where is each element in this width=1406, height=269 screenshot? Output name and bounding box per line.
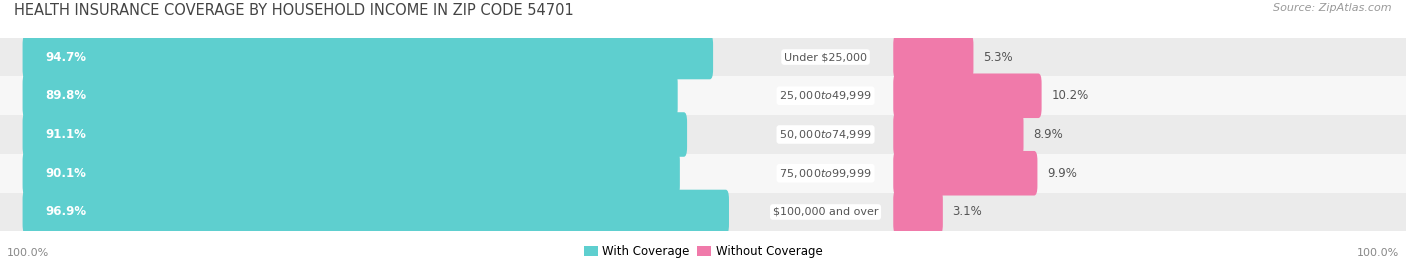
Legend: With Coverage, Without Coverage: With Coverage, Without Coverage <box>579 241 827 263</box>
Text: Under $25,000: Under $25,000 <box>785 52 868 62</box>
Text: 100.0%: 100.0% <box>7 248 49 258</box>
Text: 91.1%: 91.1% <box>45 128 86 141</box>
Text: 96.9%: 96.9% <box>45 206 86 218</box>
Text: 94.7%: 94.7% <box>45 51 86 63</box>
Text: 9.9%: 9.9% <box>1047 167 1077 180</box>
FancyBboxPatch shape <box>893 151 1038 196</box>
FancyBboxPatch shape <box>22 151 681 196</box>
FancyBboxPatch shape <box>893 35 973 79</box>
FancyBboxPatch shape <box>893 112 1024 157</box>
Text: $75,000 to $99,999: $75,000 to $99,999 <box>779 167 872 180</box>
FancyBboxPatch shape <box>893 73 1042 118</box>
Text: HEALTH INSURANCE COVERAGE BY HOUSEHOLD INCOME IN ZIP CODE 54701: HEALTH INSURANCE COVERAGE BY HOUSEHOLD I… <box>14 3 574 18</box>
FancyBboxPatch shape <box>893 190 943 234</box>
FancyBboxPatch shape <box>0 38 1406 76</box>
FancyBboxPatch shape <box>22 190 728 234</box>
Text: 100.0%: 100.0% <box>1357 248 1399 258</box>
Text: Source: ZipAtlas.com: Source: ZipAtlas.com <box>1274 3 1392 13</box>
FancyBboxPatch shape <box>0 193 1406 231</box>
Text: 5.3%: 5.3% <box>983 51 1012 63</box>
Text: 10.2%: 10.2% <box>1052 89 1088 102</box>
Text: $100,000 and over: $100,000 and over <box>773 207 879 217</box>
Text: 89.8%: 89.8% <box>45 89 86 102</box>
Text: 90.1%: 90.1% <box>45 167 86 180</box>
FancyBboxPatch shape <box>0 115 1406 154</box>
FancyBboxPatch shape <box>0 154 1406 193</box>
Text: $25,000 to $49,999: $25,000 to $49,999 <box>779 89 872 102</box>
FancyBboxPatch shape <box>22 35 713 79</box>
Text: 8.9%: 8.9% <box>1033 128 1063 141</box>
FancyBboxPatch shape <box>0 76 1406 115</box>
Text: $50,000 to $74,999: $50,000 to $74,999 <box>779 128 872 141</box>
FancyBboxPatch shape <box>22 112 688 157</box>
FancyBboxPatch shape <box>22 73 678 118</box>
Text: 3.1%: 3.1% <box>952 206 983 218</box>
